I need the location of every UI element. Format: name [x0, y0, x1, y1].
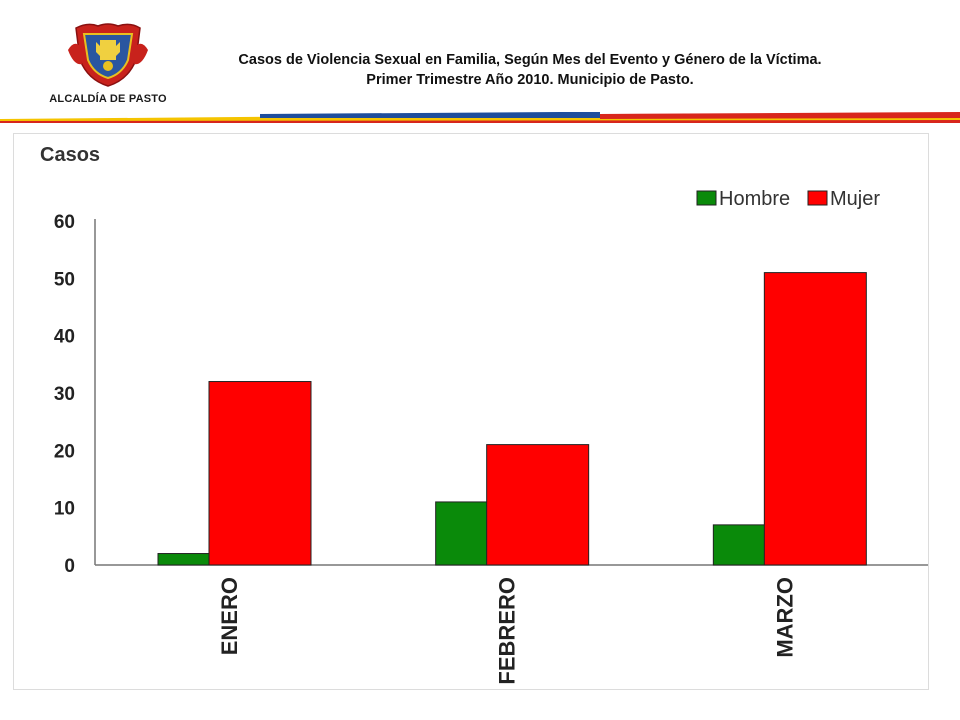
bar-chart: Casos 0 10 20 30 40 50 60 ENERO FEBRERO MARZO Hombr… — [40, 144, 928, 685]
bar-mujer — [208, 381, 312, 566]
legend-swatch-mujer — [807, 190, 828, 206]
header: ALCALDÍA DE PASTO Casos de Violencia Sex… — [0, 0, 960, 125]
y-tick-label: 0 — [64, 556, 75, 577]
x-tick-label: ENERO — [217, 577, 242, 655]
title-line-2: Primer Trimestre Año 2010. Municipio de … — [366, 72, 694, 88]
y-tick-label: 40 — [54, 327, 75, 348]
x-tick-label: MARZO — [772, 577, 797, 658]
legend-swatch-hombre — [696, 190, 717, 206]
bar-mujer — [486, 444, 590, 566]
y-tick-label: 20 — [54, 441, 75, 462]
chart-frame: Casos 0 10 20 30 40 50 60 ENERO FEBRERO MARZO Hombr… — [13, 133, 929, 690]
y-tick-label: 10 — [54, 499, 75, 520]
alcaldia-logo: ALCALDÍA DE PASTO — [38, 20, 178, 115]
page-title: Casos de Violencia Sexual en Familia, Se… — [150, 50, 910, 90]
legend-label-mujer: Mujer — [830, 188, 880, 210]
coat-of-arms-icon — [68, 23, 148, 87]
x-tick-label: FEBRERO — [495, 577, 520, 685]
flag-stripe — [0, 112, 960, 123]
logo-text: ALCALDÍA DE PASTO — [49, 93, 167, 105]
title-line-1: Casos de Violencia Sexual en Familia, Se… — [238, 52, 822, 68]
y-axis-label: Casos — [40, 144, 100, 166]
y-tick-label: 30 — [54, 384, 75, 405]
y-tick-label: 60 — [54, 212, 75, 233]
legend-label-hombre: Hombre — [719, 188, 790, 210]
y-tick-label: 50 — [54, 269, 75, 290]
bar-mujer — [763, 272, 867, 566]
